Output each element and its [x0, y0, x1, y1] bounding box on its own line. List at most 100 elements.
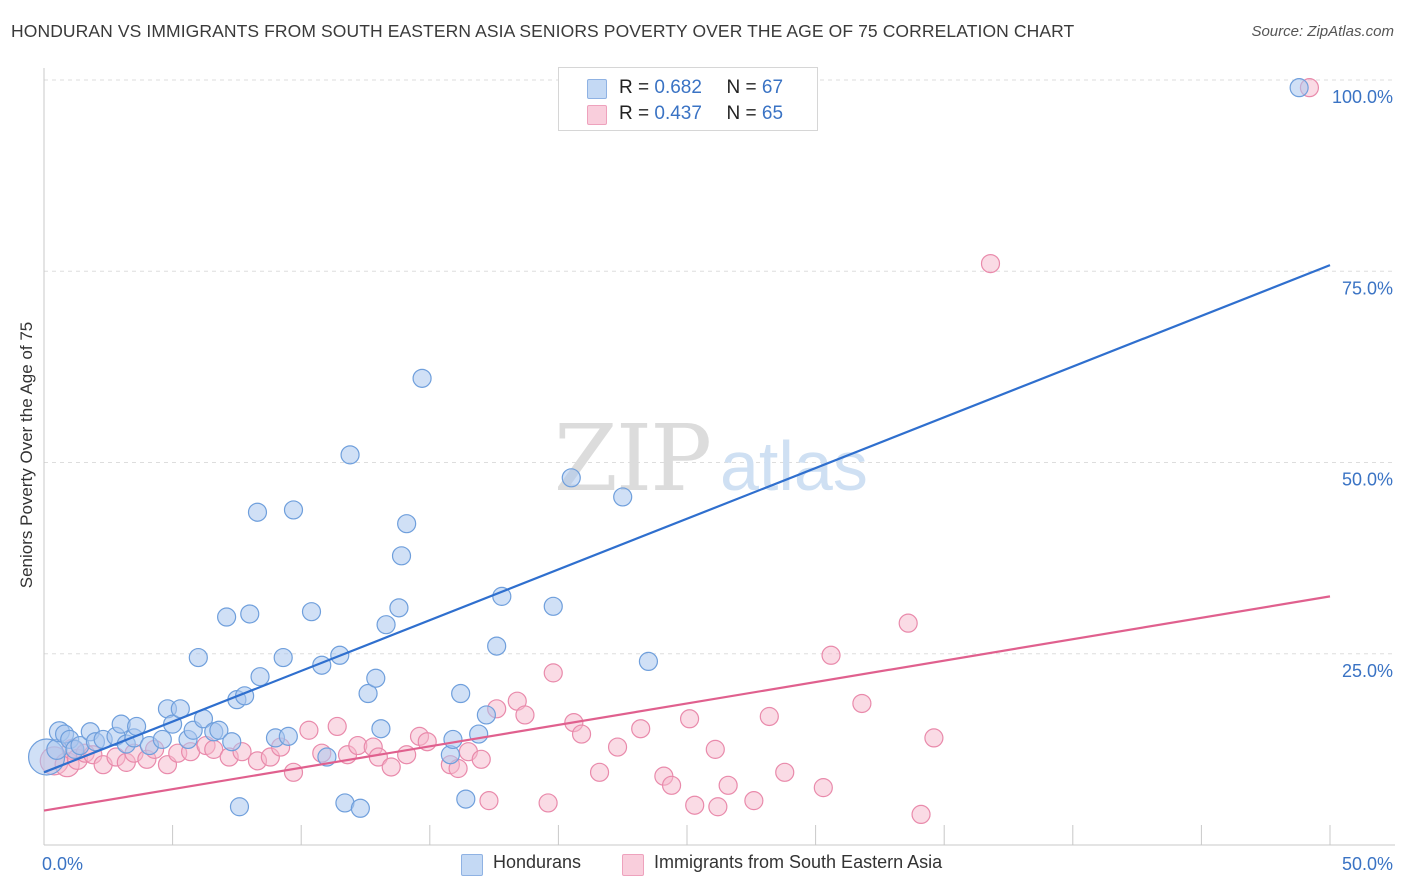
sea-immigrant-point [479, 791, 499, 811]
sea-immigrant-point [705, 739, 725, 759]
sea-immigrant-point [898, 613, 918, 633]
sea-immigrant-point [538, 793, 558, 813]
data-points [27, 78, 1320, 825]
x-tick-label: 0.0% [42, 854, 83, 874]
sea-immigrant-point [299, 720, 319, 740]
honduran-point [217, 607, 237, 627]
sea-immigrant-point [980, 254, 1001, 274]
sea-immigrant-point [744, 791, 764, 811]
axes [43, 68, 1395, 846]
y-tick-label: 50.0% [1342, 470, 1393, 490]
honduran-point [247, 502, 268, 522]
correlation-legend: R = 0.682 N = 67 R = 0.437 N = 65 [558, 67, 818, 131]
sea-immigrant-point [327, 716, 347, 737]
source-credit: Source: ZipAtlas.com [1251, 23, 1394, 40]
honduran-point [397, 514, 417, 534]
honduran-point [278, 726, 298, 746]
honduran-point [389, 598, 409, 618]
honduran-point [273, 647, 293, 668]
y-axis-label: Seniors Poverty Over the Age of 75 [17, 321, 36, 589]
sea-immigrant-point [759, 706, 779, 727]
sea-immigrant-point [661, 775, 682, 795]
legend-swatch-pink [587, 105, 607, 125]
x-tick-label: 50.0% [1342, 854, 1393, 874]
sea-immigrant-point [821, 645, 841, 665]
legend-n-label: N = [726, 77, 757, 98]
honduran-point [376, 615, 396, 635]
honduran-point [317, 747, 337, 767]
honduran-point [561, 468, 581, 488]
sea-immigrant-point [381, 757, 401, 777]
legend-n-value: 65 [761, 103, 784, 124]
watermark: ZIP atlas [554, 405, 868, 512]
honduran-point [188, 647, 208, 668]
bottom-legend-label: Immigrants from South Eastern Asia [654, 852, 943, 872]
honduran-point [487, 636, 507, 656]
legend-r-value: 0.437 [654, 103, 702, 124]
honduran-point [240, 604, 260, 624]
honduran-point [476, 705, 496, 725]
honduran-point [391, 546, 412, 566]
sea-immigrant-point [852, 693, 872, 714]
legend-r-value: 0.682 [654, 77, 702, 98]
sea-immigrant-point [283, 762, 304, 782]
legend-text: R = 0.437 N = 65 [619, 103, 783, 125]
legend-n-label: N = [726, 103, 757, 124]
sea-immigrant-point [911, 804, 931, 825]
tick-labels: 25.0% 50.0% 75.0% 100.0% 0.0% 50.0% [42, 87, 1393, 874]
honduran-point [366, 668, 386, 688]
grid-lines [44, 79, 1395, 655]
sea-immigrant-point [515, 705, 535, 725]
legend-r-label: R = [619, 103, 650, 124]
honduran-point [1289, 78, 1309, 98]
sea-immigrant-point [775, 762, 795, 782]
honduran-point [283, 500, 304, 520]
honduran-point [443, 729, 463, 750]
sea-immigrant-point [471, 749, 491, 769]
trend-lines [43, 264, 1331, 812]
honduran-point [469, 724, 489, 744]
honduran-point [543, 596, 563, 616]
y-tick-label: 75.0% [1342, 278, 1393, 298]
honduran-point [250, 667, 270, 687]
y-tick-label: 100.0% [1332, 87, 1393, 107]
sea-immigrant-point [607, 737, 628, 757]
legend-swatch-blue [587, 79, 607, 99]
legend-n-value: 67 [761, 77, 784, 98]
bottom-legend-label: Hondurans [493, 852, 582, 872]
honduran-point [613, 487, 633, 507]
sea-immigrant-point [718, 775, 738, 795]
honduran-trend-line [43, 264, 1331, 774]
honduran-point [222, 732, 242, 752]
honduran-point [451, 683, 471, 704]
watermark-zip: ZIP [554, 405, 710, 512]
bottom-legend-swatch-blue [461, 854, 483, 876]
sea-immigrant-point [543, 663, 563, 683]
honduran-point [229, 797, 250, 817]
honduran-point [456, 789, 476, 809]
legend-text: R = 0.682 N = 67 [619, 77, 783, 99]
sea-immigrant-point [708, 797, 728, 817]
sea-immigrant-point [631, 719, 651, 739]
sea-immigrant-point [924, 728, 944, 748]
chart-title: HONDURAN VS IMMIGRANTS FROM SOUTH EASTER… [11, 21, 1075, 41]
honduran-point [350, 798, 370, 818]
bottom-legend-swatch-pink [622, 854, 644, 876]
sea-immigrant-point [813, 778, 833, 798]
watermark-atlas: atlas [720, 427, 868, 505]
sea-immigrant-point [571, 724, 592, 744]
honduran-point [371, 719, 391, 739]
honduran-point [152, 729, 172, 750]
sea-immigrant-point [589, 762, 610, 782]
honduran-point [412, 368, 432, 388]
honduran-point [358, 683, 378, 704]
sea-immigrant-point [685, 795, 705, 815]
honduran-point [340, 445, 360, 465]
honduran-point [301, 602, 322, 622]
y-tick-label: 25.0% [1342, 661, 1393, 681]
sea-immigrant-trend-line [43, 595, 1331, 812]
honduran-point [209, 720, 229, 740]
sea-immigrant-point [679, 709, 700, 729]
legend-r-label: R = [619, 77, 650, 98]
